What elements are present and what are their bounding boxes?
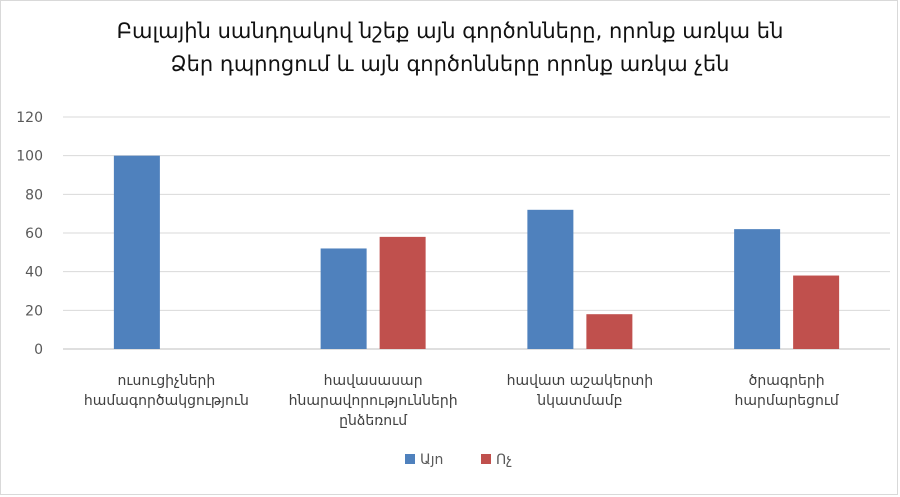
x-category-label-line: համագործակցություն — [84, 393, 249, 409]
chart-title: Բալային սանդղակով նշեք այն գործոնները, ո… — [1, 15, 899, 81]
bar-series-1 — [734, 229, 781, 349]
y-tick-label: 100 — [16, 149, 43, 165]
legend-label: Այո — [420, 452, 443, 468]
y-tick-label: 20 — [25, 303, 43, 319]
y-tick-label: 80 — [25, 187, 43, 203]
bar-series-1 — [527, 209, 574, 349]
x-category-label-line: նկատմամբ — [536, 393, 622, 409]
y-tick-label: 40 — [25, 265, 43, 281]
x-category-label: հավասասար հնարավորությունների ընձեռում — [289, 373, 458, 429]
x-category-label-line: ծրագրերի — [749, 373, 825, 389]
y-tick-label: 0 — [34, 342, 43, 358]
bar-series-1 — [320, 248, 367, 349]
chart-title-line-1: Բալային սանդղակով նշեք այն գործոնները, ո… — [116, 19, 784, 43]
x-category-label: ծրագրերի հարմարեցում — [734, 373, 839, 409]
x-category-label-line: հավասասար — [324, 373, 423, 389]
x-category-label-line: ուսուցիչների — [118, 373, 216, 389]
legend-swatch — [405, 454, 415, 464]
legend-swatch — [481, 454, 491, 464]
y-tick-label: 120 — [16, 110, 43, 126]
bar-series-1 — [113, 155, 160, 349]
chart-title-line-2: Ձեր դպրոցում և այն գործոնները որոնք առկա… — [170, 52, 730, 76]
bar-series-2 — [793, 275, 840, 349]
x-category-label: հավատ աշակերտի նկատմամբ — [507, 373, 653, 409]
x-category-label-line: հարմարեցում — [734, 393, 839, 409]
x-category-label-line: ընձեռում — [339, 413, 408, 429]
x-category-label: ուսուցիչների համագործակցություն — [84, 373, 249, 409]
bar-series-2 — [379, 236, 426, 349]
x-category-label-line: հնարավորությունների — [289, 393, 458, 409]
bar-series-2 — [586, 314, 633, 349]
y-tick-label: 60 — [25, 226, 43, 242]
legend-label: Ոչ — [496, 452, 512, 468]
x-category-label-line: հավատ աշակերտի — [507, 373, 653, 389]
